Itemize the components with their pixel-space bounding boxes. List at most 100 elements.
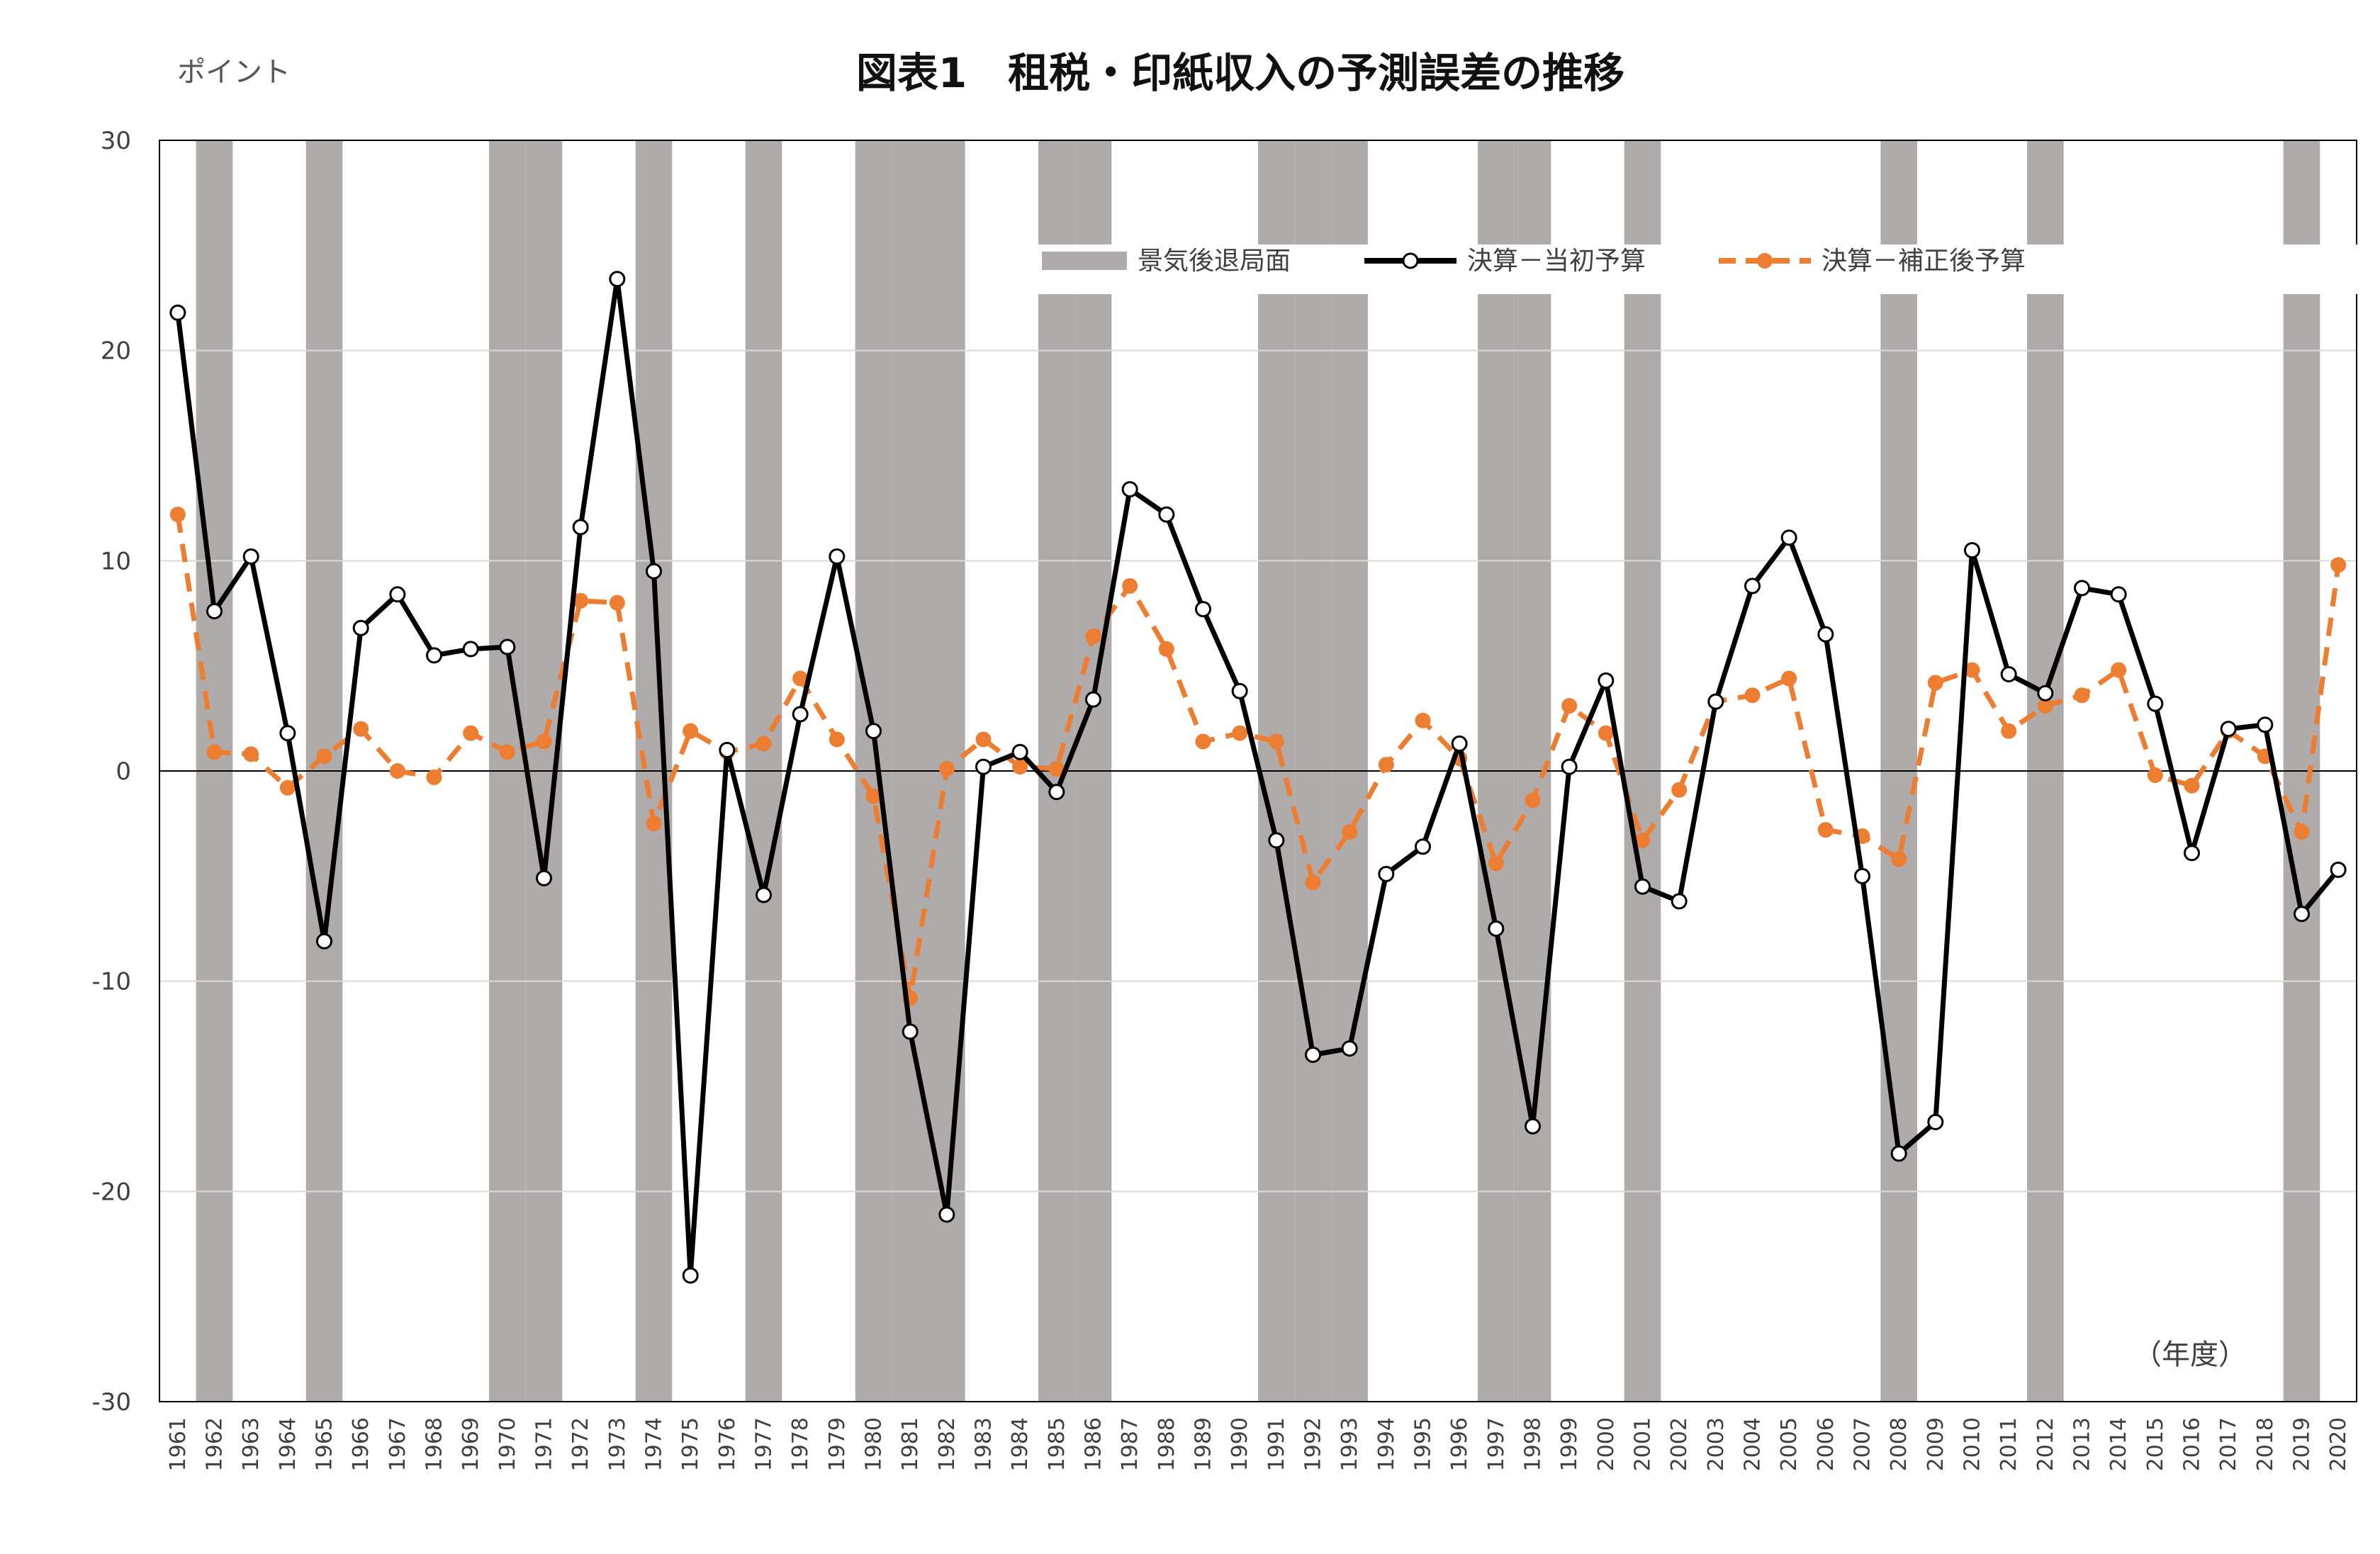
x-tick-label: 2020	[2326, 1417, 2351, 1471]
x-tick-label: 1975	[678, 1417, 703, 1471]
point-initial-1982	[938, 1206, 955, 1223]
x-tick-label: 1998	[1521, 1417, 1546, 1471]
point-initial-1980	[865, 723, 882, 740]
x-tick-label: 2002	[1667, 1417, 1692, 1471]
point-initial-2013	[2074, 580, 2090, 597]
point-initial-1970	[499, 638, 516, 655]
x-tick-label: 1965	[313, 1417, 337, 1471]
legend-swatch-recession	[1042, 252, 1127, 270]
x-tick-label: 2012	[2033, 1417, 2058, 1471]
x-tick-label: 1992	[1301, 1417, 1326, 1471]
point-revised-2001	[1634, 832, 1651, 848]
point-initial-1981	[902, 1023, 919, 1040]
point-initial-2009	[1927, 1113, 1944, 1130]
point-revised-2008	[1891, 851, 1907, 867]
point-revised-2002	[1671, 782, 1688, 798]
gridlines	[159, 349, 2357, 1193]
x-tick-label: 2018	[2253, 1417, 2278, 1471]
point-initial-1988	[1158, 506, 1175, 523]
x-tick-label: 1967	[386, 1417, 410, 1471]
x-tick-label: 1990	[1228, 1417, 1252, 1471]
point-initial-2018	[2257, 716, 2274, 733]
x-tick-label: 1964	[276, 1417, 301, 1471]
point-revised-1970	[499, 744, 515, 760]
point-revised-1961	[169, 507, 186, 523]
point-revised-1991	[1268, 733, 1284, 750]
y-tick-label: 30	[101, 127, 131, 155]
point-initial-2014	[2110, 586, 2127, 603]
point-initial-1964	[279, 725, 296, 742]
point-revised-2009	[1927, 675, 1943, 691]
point-revised-1995	[1415, 712, 1431, 728]
point-initial-1997	[1488, 920, 1505, 937]
x-tick-label: 1979	[825, 1417, 850, 1471]
point-initial-1968	[426, 647, 442, 664]
y-tick-label: -10	[91, 968, 131, 996]
y-tick-label: 20	[101, 337, 131, 366]
series-revised-line	[175, 514, 2341, 1001]
x-tick-label: 2008	[1887, 1417, 1912, 1471]
x-tick-label: 2006	[1814, 1417, 1839, 1471]
point-initial-2006	[1817, 626, 1834, 643]
point-revised-2016	[2184, 777, 2200, 794]
point-initial-1994	[1378, 865, 1395, 882]
point-initial-2005	[1780, 529, 1797, 546]
point-revised-1999	[1561, 698, 1578, 714]
chart-title: 図表1 租税・印紙収入の予測誤差の推移	[856, 49, 1624, 97]
point-initial-1986	[1085, 691, 1101, 708]
x-tick-label: 1996	[1447, 1417, 1472, 1471]
point-revised-1973	[609, 595, 625, 611]
x-tick-label: 1991	[1264, 1417, 1289, 1471]
legend-label-revised: 決算－補正後予算	[1822, 247, 2026, 276]
x-tick-label: 2016	[2180, 1417, 2205, 1471]
point-revised-2006	[1817, 822, 1834, 838]
x-tick-label: 2015	[2143, 1417, 2168, 1471]
x-tick-label: 2010	[1960, 1417, 1985, 1471]
point-revised-1964	[279, 779, 296, 796]
point-initial-2011	[2000, 666, 2017, 683]
point-initial-2010	[1964, 542, 1980, 558]
x-tick-label: 1972	[568, 1417, 593, 1471]
x-tick-label: 2004	[1741, 1417, 1766, 1471]
x-tick-label: 1963	[239, 1417, 264, 1471]
point-initial-1999	[1561, 758, 1578, 775]
x-tick-label: 2003	[1704, 1417, 1729, 1471]
x-tick-label: 1985	[1045, 1417, 1070, 1471]
point-revised-1966	[353, 721, 369, 737]
y-tick-label: -20	[91, 1178, 131, 1206]
x-axis-unit-label: （年度）	[2133, 1339, 2247, 1371]
point-revised-1965	[316, 748, 332, 765]
point-revised-1990	[1232, 725, 1248, 741]
series-initial-line	[175, 276, 2340, 1278]
point-revised-1985	[1048, 761, 1065, 777]
point-initial-2000	[1598, 672, 1615, 689]
point-initial-1987	[1121, 480, 1138, 497]
point-initial-2003	[1707, 693, 1724, 710]
point-initial-1978	[792, 706, 809, 723]
x-tick-label: 1978	[788, 1417, 813, 1471]
point-revised-2013	[2074, 687, 2090, 704]
point-initial-1971	[536, 869, 552, 886]
x-tick-label: 2001	[1631, 1417, 1656, 1471]
point-revised-2000	[1598, 725, 1614, 741]
legend-marker-initial	[1402, 252, 1419, 269]
x-tick-label: 2013	[2070, 1417, 2095, 1471]
legend-label-recession: 景気後退局面	[1138, 247, 1291, 276]
point-initial-2016	[2184, 845, 2200, 862]
point-revised-1969	[463, 725, 479, 741]
point-initial-1977	[756, 886, 772, 903]
x-tick-label: 1983	[972, 1417, 997, 1471]
point-initial-2017	[2220, 721, 2237, 738]
point-initial-1961	[169, 304, 186, 321]
point-revised-2004	[1744, 687, 1761, 704]
point-initial-1969	[462, 641, 479, 658]
x-tick-label: 1976	[715, 1417, 740, 1471]
point-revised-1993	[1342, 824, 1358, 840]
x-tick-label: 1977	[752, 1417, 777, 1471]
point-revised-2020	[2330, 557, 2347, 573]
point-revised-1974	[646, 816, 662, 832]
x-tick-label: 1966	[349, 1417, 374, 1471]
point-revised-1963	[243, 746, 259, 762]
point-initial-1979	[829, 548, 846, 565]
